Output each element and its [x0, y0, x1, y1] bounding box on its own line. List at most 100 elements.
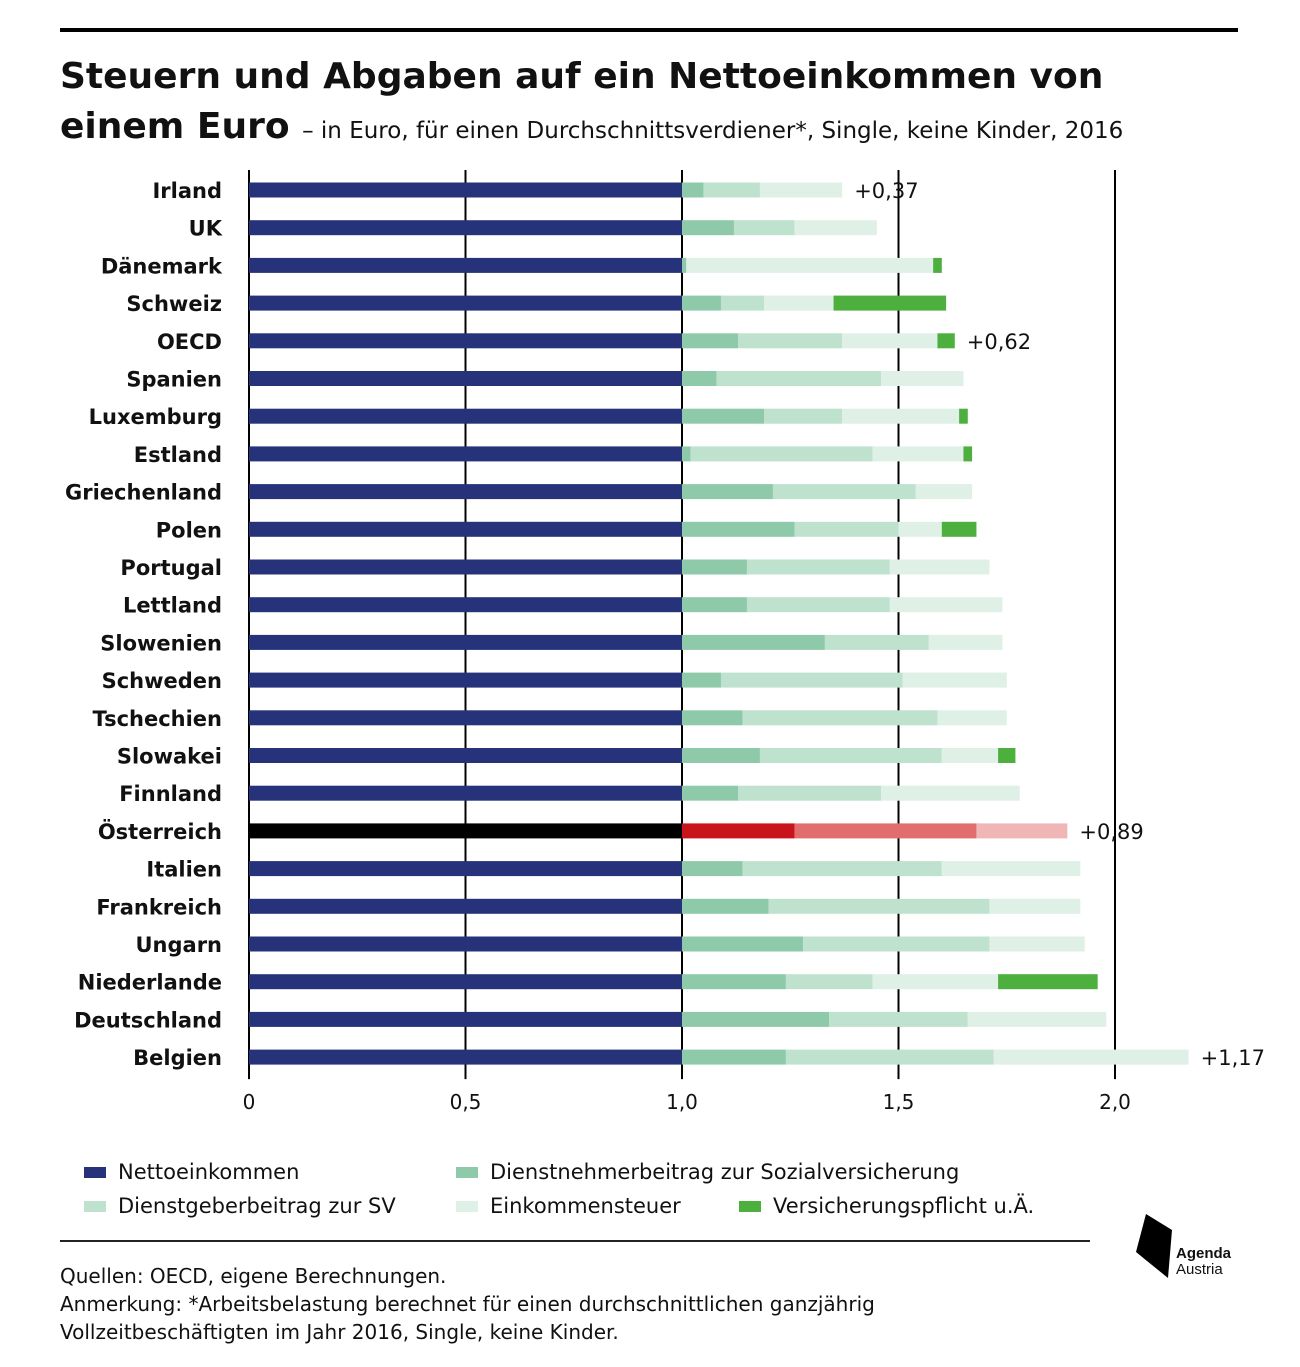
category-label: Belgien — [133, 1046, 222, 1070]
bar-segment-versich — [998, 748, 1016, 763]
category-label: Slowakei — [117, 745, 222, 769]
bar-segment-versich — [937, 333, 955, 349]
bar-segment-ag-sv — [829, 1011, 968, 1027]
top-rule — [60, 28, 1238, 32]
category-label: Luxemburg — [89, 405, 222, 429]
bar-segment-an-sv — [682, 936, 804, 952]
bar-segment-ag-sv — [703, 182, 760, 198]
bar-segment-an-sv — [682, 295, 721, 311]
category-label: Griechenland — [65, 481, 222, 505]
bar-segment-an-sv — [682, 446, 691, 462]
logo-text-line2: Austria — [1176, 1261, 1223, 1278]
bar-segment-net — [249, 785, 682, 801]
bar-segment-an-sv — [682, 559, 747, 575]
category-label: Ungarn — [135, 933, 222, 957]
bar-segment-net — [249, 710, 682, 726]
legend-label-versich: Versicherungspflicht u.Ä. — [773, 1194, 1035, 1218]
category-label: Irland — [152, 179, 222, 203]
data-label: +1,17 — [1201, 1046, 1265, 1070]
bar-segment-an-sv — [682, 220, 734, 236]
bar-segment-an-sv — [682, 597, 747, 613]
x-tick-label: 1,0 — [666, 1090, 698, 1114]
bar-segment-ag-sv — [785, 1049, 994, 1065]
bar-segment-net — [249, 634, 682, 650]
bar-segment-an-sv — [682, 182, 704, 198]
bar-segment-ag-sv — [759, 748, 942, 763]
bar-segment-net — [249, 295, 682, 311]
legend-label-ag-sv: Dienstgeberbeitrag zur SV — [118, 1194, 396, 1218]
legend-item-ag-sv: Dienstgeberbeitrag zur SV — [84, 1194, 396, 1218]
agenda-austria-logo: Agenda Austria — [1132, 1212, 1252, 1282]
category-label: Lettland — [123, 594, 222, 618]
bar-segment-est — [872, 974, 999, 990]
category-label: OECD — [157, 330, 222, 354]
bar-segment-versich — [933, 257, 942, 273]
bar-segment-ag-sv — [742, 861, 942, 877]
title-subtitle: – in Euro, für einen Durchschnittsverdie… — [302, 118, 1124, 144]
x-tick-label: 0 — [243, 1090, 256, 1114]
title-main: Steuern und Abgaben auf ein Nettoeinkomm… — [60, 56, 1104, 147]
bar-segment-an-sv — [682, 408, 765, 424]
bar-segment-net — [249, 220, 682, 236]
bar-segment-net — [249, 521, 682, 537]
data-label: +0,37 — [854, 179, 918, 203]
bar-segment-est — [976, 823, 1068, 839]
bar-segment-ag-sv — [794, 823, 977, 839]
bar-segment-versich — [959, 408, 968, 424]
category-label: Italien — [146, 858, 222, 882]
annotation-note-line2: Vollzeitbeschäftigten im Jahr 2016, Sing… — [60, 1320, 619, 1344]
bar-segment-an-sv — [682, 333, 739, 349]
stacked-bar-chart: Irland +0,37 UK Dänemark Schweiz OECD +0,62 Spa… — [65, 170, 1265, 1114]
annotation-note-line1: Anmerkung: *Arbeitsbelastung berechnet f… — [60, 1292, 875, 1316]
x-tick-label: 2,0 — [1099, 1090, 1131, 1114]
source-note: Quellen: OECD, eigene Berechnungen. — [60, 1264, 447, 1288]
bar-segment-est — [686, 257, 934, 273]
legend-label-est: Einkommensteuer — [490, 1194, 681, 1218]
bar-segment-est — [881, 371, 964, 386]
bar-segment-an-sv — [682, 710, 743, 726]
bar-segment-an-sv — [682, 484, 773, 500]
chart-title: Steuern und Abgaben auf ein Nettoeinkomm… — [60, 52, 1240, 156]
category-label: Dänemark — [101, 254, 223, 278]
bar-segment-ag-sv — [733, 220, 795, 236]
category-label: Estland — [134, 443, 222, 467]
bar-segment-net — [249, 748, 682, 763]
bar-segment-ag-sv — [768, 898, 990, 914]
bar-segment-ag-sv — [824, 634, 929, 650]
legend-swatch-ag-sv — [84, 1200, 106, 1212]
category-label: UK — [189, 217, 223, 241]
data-label: +0,89 — [1079, 820, 1143, 844]
bar-segment-versich — [941, 521, 977, 537]
bar-segment-est — [928, 634, 1003, 650]
category-label: Finnland — [119, 782, 222, 806]
bar-segment-net — [249, 257, 682, 273]
bar-segment-an-sv — [682, 634, 825, 650]
bar-segment-ag-sv — [746, 597, 890, 613]
bar-segment-est — [794, 220, 877, 236]
bar-segment-est — [889, 559, 990, 575]
category-label: Österreich — [98, 819, 222, 844]
bar-segment-est — [967, 1011, 1107, 1027]
bar-segment-an-sv — [682, 974, 786, 990]
bar-segment-net — [249, 597, 682, 613]
bar-segment-net — [249, 672, 682, 688]
bar-segment-est — [759, 182, 843, 198]
category-label: Deutschland — [74, 1008, 222, 1032]
bar-segment-est — [915, 484, 973, 500]
bar-segment-ag-sv — [720, 672, 903, 688]
bar-segment-versich — [833, 295, 947, 311]
legend-item-est: Einkommensteuer — [456, 1194, 681, 1218]
bar-segment-est — [881, 785, 1020, 801]
bar-segment-an-sv — [682, 898, 769, 914]
bar-segment-net — [249, 974, 682, 990]
bar-segment-est — [993, 1049, 1189, 1065]
bar-segment-ag-sv — [794, 521, 899, 537]
x-tick-label: 1,5 — [883, 1090, 915, 1114]
logo-mark-icon — [1136, 1214, 1172, 1278]
category-label: Niederlande — [78, 971, 222, 995]
bar-segment-est — [941, 861, 1081, 877]
x-tick-label: 0,5 — [450, 1090, 482, 1114]
category-label: Schweden — [102, 669, 222, 693]
category-label: Portugal — [120, 556, 222, 580]
bar-segment-net — [249, 408, 682, 424]
